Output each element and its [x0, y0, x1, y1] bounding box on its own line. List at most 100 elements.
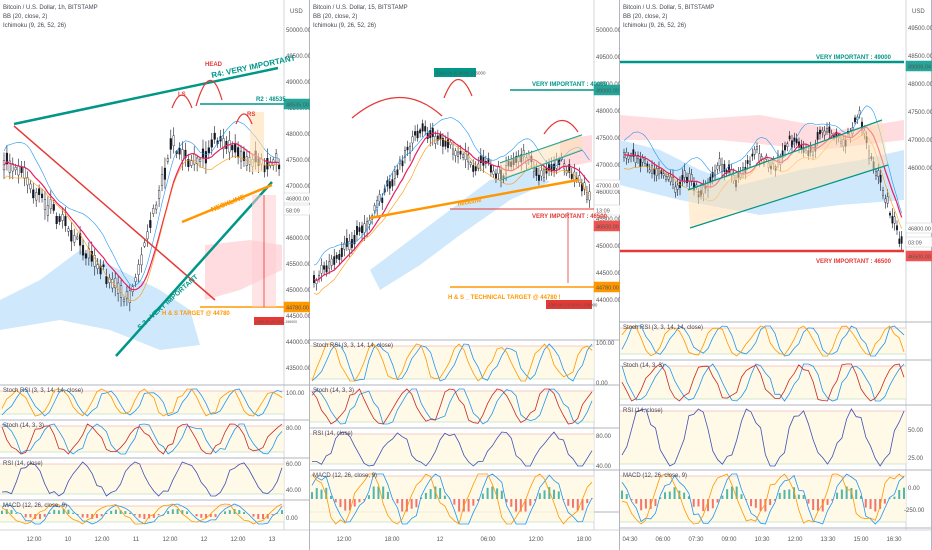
channel-fill — [500, 135, 582, 180]
price-badge — [905, 222, 932, 234]
macd-histogram-bar — [57, 510, 60, 514]
candle-body — [193, 153, 196, 165]
indicator-line-d — [1, 388, 283, 417]
indicator-line-d — [1, 503, 283, 525]
macd-histogram-bar — [903, 487, 905, 499]
candle-body — [128, 290, 131, 303]
chart-panel-15m[interactable]: 50000.0049500.0048500.0048000.0047500.00… — [310, 0, 620, 550]
macd-histogram-bar — [654, 499, 657, 507]
indicator-band — [0, 391, 284, 414]
macd-histogram-bar — [764, 499, 767, 512]
macd-histogram-bar — [10, 510, 13, 514]
indicator-line-k — [621, 325, 905, 357]
chart-canvas-15m[interactable]: 50000.0049500.0048500.0048000.0047500.00… — [310, 0, 620, 550]
candle-body — [204, 151, 207, 164]
candle-body — [79, 233, 82, 246]
macd-histogram-bar — [759, 499, 762, 512]
price-tick-label: 46000.00 — [596, 190, 620, 196]
candle-body — [340, 247, 343, 257]
candle-body — [828, 126, 831, 133]
macd-histogram-bar — [348, 499, 351, 511]
macd-histogram-bar — [214, 514, 217, 517]
candle-body — [140, 254, 143, 266]
macd-histogram-bar — [793, 487, 796, 499]
price-tick-label: 45500.00 — [596, 217, 620, 223]
candle-body — [898, 238, 901, 244]
macd-histogram-bar — [401, 499, 404, 512]
candle-body — [487, 158, 490, 163]
candle-body — [90, 251, 93, 262]
macd-histogram-bar — [453, 499, 456, 505]
candle-body — [877, 170, 880, 177]
indicator-line-k — [1, 461, 283, 497]
macd-histogram-bar — [893, 496, 896, 499]
macd-histogram-bar — [534, 499, 537, 501]
macd-histogram-bar — [157, 514, 160, 516]
right-shoulder-arc — [235, 113, 253, 125]
macd-histogram-bar — [576, 499, 579, 511]
candle-body — [492, 170, 495, 175]
candle-body — [76, 236, 79, 240]
price-tick-label: 50000.00 — [596, 28, 620, 34]
macd-histogram-bar — [869, 499, 872, 509]
candle-body — [328, 261, 331, 269]
price-tick-label: 48000.00 — [286, 132, 310, 138]
chart-canvas-5m[interactable]: 49500.00 48500.00 48000.00 47500.00 47000.00… — [620, 0, 932, 550]
macd-histogram-bar — [124, 511, 127, 514]
macd-histogram-bar — [386, 491, 389, 499]
indicator-title: MACD (12, 26, close, 9) — [313, 473, 377, 479]
macd-histogram-bar — [898, 489, 901, 499]
macd-histogram-bar — [382, 486, 385, 499]
right-shoulder-zone — [250, 112, 264, 172]
candle-body — [854, 117, 856, 123]
bollinger-middle-line — [313, 132, 590, 282]
macd-histogram-bar — [205, 514, 208, 519]
candle-body — [277, 164, 281, 170]
bb-legend: BB (20, close, 2) — [313, 14, 358, 20]
candle-body — [681, 175, 684, 181]
neckline-trendline — [369, 178, 579, 220]
candle-body — [388, 181, 391, 189]
candle-body — [143, 242, 146, 247]
left-shoulder-arc — [171, 94, 193, 109]
time-tick-label: 06:00 — [480, 537, 496, 543]
time-tick-label: 04:30 — [622, 537, 638, 543]
price-tick-label: 46000.00 — [908, 166, 932, 172]
candle-body — [786, 143, 789, 147]
candle-body — [49, 199, 52, 209]
candle-body — [163, 167, 167, 180]
candle-body — [419, 129, 422, 134]
macd-histogram-bar — [649, 499, 652, 509]
candle-body — [169, 138, 172, 150]
candle-body — [411, 136, 414, 144]
chart-canvas-1h[interactable]: 50000.0049500.0049000.0048500.0048000.00… — [0, 0, 310, 550]
indicator-band — [310, 476, 594, 522]
chart-panel-1h[interactable]: 50000.0049500.0049000.0048500.0048000.00… — [0, 0, 310, 550]
neckline-trendline — [181, 183, 273, 224]
candle-body — [716, 165, 719, 170]
macd-histogram-bar — [515, 499, 518, 512]
time-tick-label: 10:30 — [754, 537, 770, 543]
macd-histogram-bar — [100, 514, 103, 517]
macd-histogram-bar — [434, 486, 437, 499]
price-tick-label: 44500.00 — [286, 314, 310, 320]
candle-body — [798, 141, 800, 148]
macd-histogram-bar — [640, 499, 643, 511]
ichimoku-base-line — [3, 156, 280, 302]
macd-histogram-bar — [864, 499, 867, 508]
macd-histogram-bar — [778, 492, 781, 499]
time-tick-label: 13:30 — [820, 537, 836, 543]
macd-histogram-bar — [635, 499, 638, 504]
macd-histogram-bar — [491, 486, 494, 499]
candle-body — [588, 191, 591, 201]
time-tick-label: 12 — [437, 537, 444, 543]
candle-body — [404, 149, 406, 158]
price-tick-label: 45500.00 — [286, 262, 310, 268]
candle-body — [644, 159, 646, 164]
macd-histogram-bar — [252, 514, 255, 517]
chart-panel-5m[interactable]: 49500.00 48500.00 48000.00 47500.00 47000.00… — [620, 0, 932, 550]
macd-histogram-bar — [707, 499, 710, 512]
candle-body — [856, 116, 859, 121]
support-trendline-s3 — [115, 181, 273, 357]
macd-histogram-bar — [783, 489, 786, 499]
